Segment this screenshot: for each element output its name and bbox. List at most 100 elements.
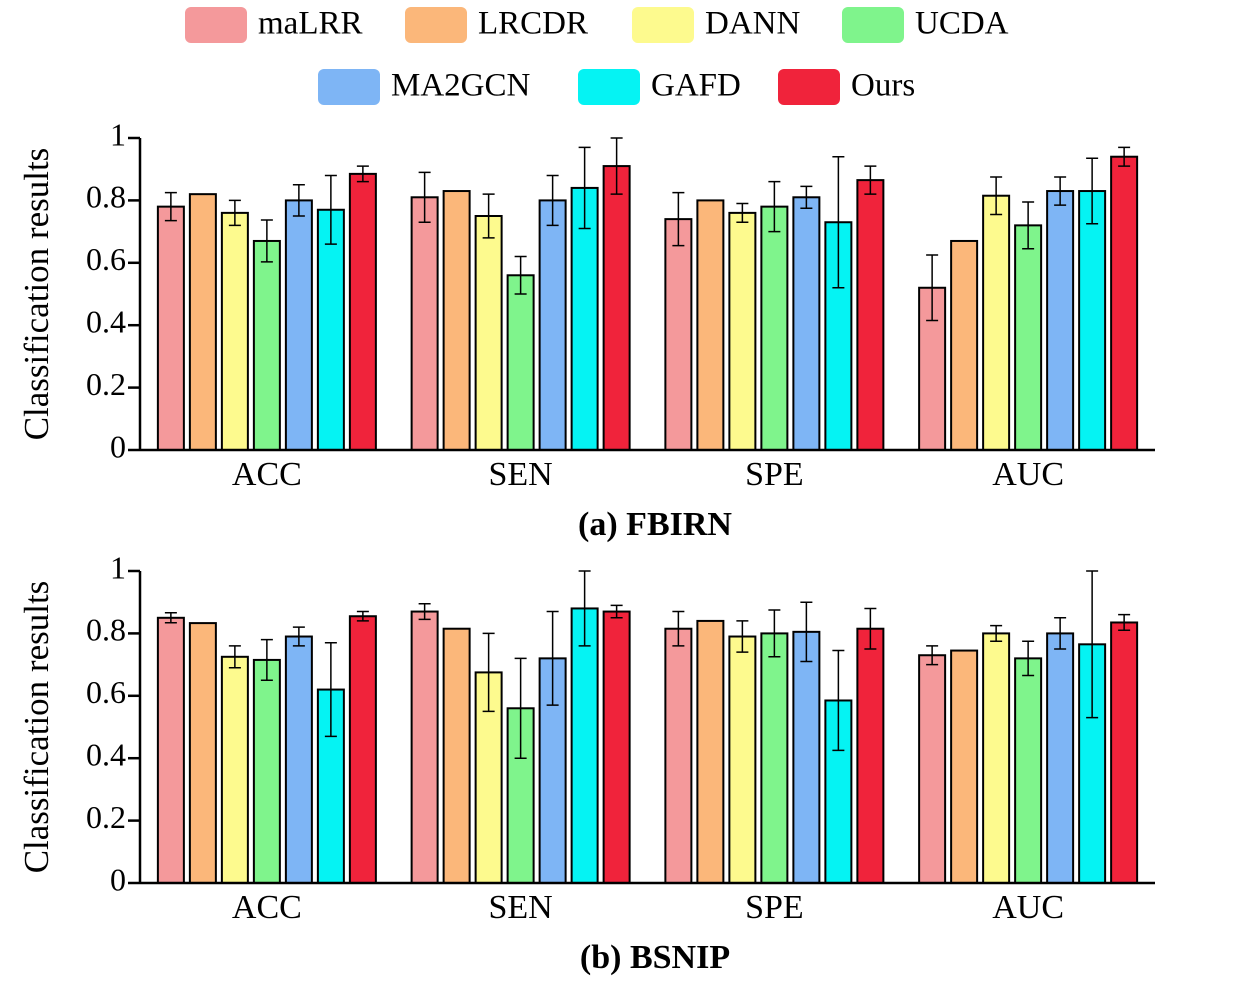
legend-swatch: [842, 7, 904, 43]
bar: [664, 218, 693, 451]
bar: [348, 172, 377, 451]
error-bar: [292, 184, 305, 217]
error-bar: [578, 146, 591, 230]
y-axis-label: Classification results: [17, 581, 56, 874]
bar: [856, 627, 885, 884]
bar: [664, 627, 693, 884]
bar: [918, 654, 947, 884]
bar: [602, 165, 631, 452]
legend-label: Ours: [851, 68, 915, 104]
legend-label: MA2GCN: [391, 68, 531, 104]
bar: [1046, 190, 1075, 451]
x-tick-label: SPE: [745, 456, 804, 493]
error-bar: [546, 174, 559, 227]
chart-title: (b) BSNIP: [580, 939, 730, 976]
error-bar: [1022, 201, 1035, 250]
bar: [348, 615, 377, 884]
bar: [570, 186, 599, 451]
error-bar: [260, 219, 273, 263]
y-tick-label: 0.8: [86, 179, 126, 215]
error-bar: [324, 174, 337, 245]
legend-label: maLRR: [258, 6, 363, 42]
bar: [442, 627, 471, 884]
bar: [792, 196, 821, 451]
error-bar: [672, 610, 685, 647]
error-bar: [1086, 157, 1099, 225]
x-tick-label: SEN: [489, 456, 553, 493]
error-bar: [926, 254, 939, 322]
bar: [410, 196, 439, 451]
error-bar: [1118, 146, 1131, 167]
bar: [410, 610, 439, 884]
error-bar: [260, 638, 273, 681]
bar: [252, 239, 281, 451]
bar: [950, 649, 979, 884]
error-bar: [990, 176, 1003, 216]
error-bar: [990, 624, 1003, 642]
y-tick-label: 1: [110, 116, 126, 152]
bar: [284, 635, 313, 885]
y-tick-label: 0.4: [86, 304, 126, 340]
error-bar: [514, 657, 527, 759]
error-bar: [324, 642, 337, 738]
bar: [792, 630, 821, 885]
bar: [760, 632, 789, 885]
error-bar: [292, 626, 305, 647]
legend-swatch: [405, 7, 467, 43]
error-bar: [356, 165, 369, 183]
error-bar: [832, 649, 845, 752]
error-bar: [672, 191, 685, 247]
error-bar: [1054, 617, 1067, 650]
error-bar: [1086, 570, 1099, 719]
error-bar: [610, 604, 623, 619]
bar: [156, 616, 185, 884]
bar: [1078, 190, 1107, 451]
error-bar: [768, 609, 781, 658]
bar: [1046, 632, 1075, 885]
bar: [602, 610, 631, 884]
legend-swatch: [578, 69, 640, 105]
y-tick-label: 1: [110, 549, 126, 585]
error-bar: [578, 570, 591, 647]
bar: [982, 632, 1011, 885]
legend-swatch: [185, 7, 247, 43]
bar: [316, 208, 345, 451]
error-bar: [800, 601, 813, 663]
x-tick-label: ACC: [232, 456, 302, 493]
error-bar: [1118, 613, 1131, 632]
y-tick-label: 0: [110, 861, 126, 897]
x-tick-label: SPE: [745, 889, 804, 926]
bar: [696, 619, 725, 884]
bar: [1014, 224, 1043, 451]
y-tick-label: 0.6: [86, 241, 126, 277]
bar: [856, 179, 885, 451]
error-bar: [1022, 640, 1035, 677]
x-tick-label: SEN: [489, 889, 553, 926]
error-bar: [228, 645, 241, 669]
y-tick-label: 0.6: [86, 674, 126, 710]
error-bar: [356, 610, 369, 622]
y-axis-label: Classification results: [17, 148, 56, 441]
bar: [442, 190, 471, 451]
bar: [188, 622, 217, 884]
bar: [1110, 155, 1139, 451]
error-bar: [768, 180, 781, 233]
bar: [538, 199, 567, 451]
error-bar: [546, 610, 559, 706]
error-bar: [482, 193, 495, 239]
bar: [728, 635, 757, 885]
legend-swatch: [778, 69, 840, 105]
chart-title: (a) FBIRN: [578, 506, 732, 543]
error-bar: [926, 645, 939, 666]
error-bar: [832, 155, 845, 289]
error-bar: [228, 199, 241, 227]
error-bar: [736, 620, 749, 653]
bar: [1014, 657, 1043, 884]
y-tick-label: 0: [110, 428, 126, 464]
error-bar: [514, 255, 527, 295]
bar: [284, 199, 313, 451]
y-tick-label: 0.2: [86, 366, 126, 402]
y-tick-label: 0.4: [86, 737, 126, 773]
bar: [188, 193, 217, 451]
error-bar: [736, 202, 749, 223]
